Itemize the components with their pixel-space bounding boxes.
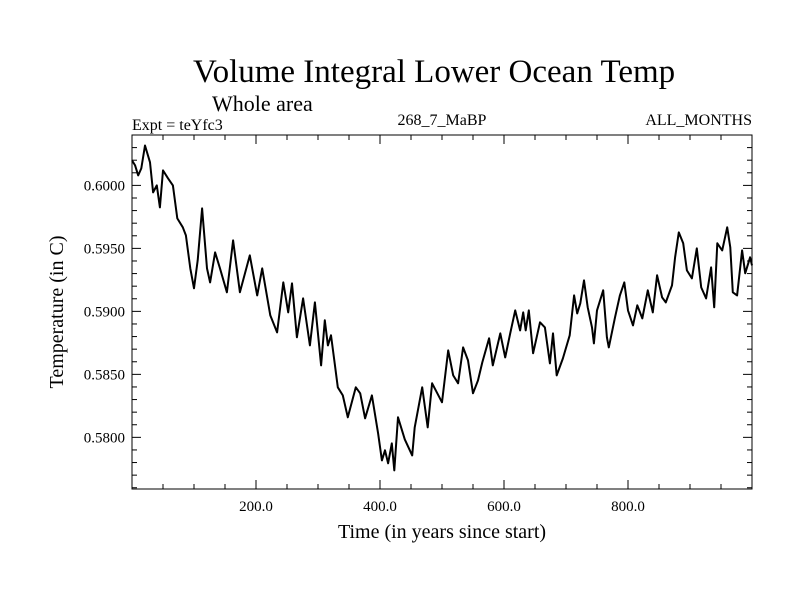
experiment-label: Expt = teYfc3 (132, 117, 223, 134)
x-tick-label: 400.0 (363, 499, 397, 515)
y-tick-label: 0.5800 (84, 430, 125, 446)
series-line (131, 144, 753, 472)
chart-subtitle: Whole area (212, 91, 313, 116)
y-tick-label: 0.5950 (84, 241, 125, 257)
plot-frame (131, 134, 753, 490)
y-tick-label: 0.5850 (84, 367, 125, 383)
y-tick-label: 0.5900 (84, 304, 125, 320)
y-tick-label: 0.6000 (84, 178, 125, 194)
x-axis-label: Time (in years since start) (338, 521, 546, 543)
chart-title: Volume Integral Lower Ocean Temp (193, 54, 675, 90)
y-axis-label: Temperature (in C) (46, 236, 68, 389)
x-tick-labels: 200.0 400.0 600.0 800.0 (239, 499, 645, 515)
period-label: 268_7_MaBP (398, 112, 487, 129)
x-tick-label: 800.0 (611, 499, 645, 515)
series-group (131, 144, 753, 472)
y-tick-labels: 0.5800 0.5850 0.5900 0.5950 0.6000 (84, 178, 125, 446)
months-label: ALL_MONTHS (645, 112, 752, 129)
x-tick-label: 600.0 (487, 499, 521, 515)
x-tick-label: 200.0 (239, 499, 273, 515)
axis-ticks (132, 135, 752, 489)
